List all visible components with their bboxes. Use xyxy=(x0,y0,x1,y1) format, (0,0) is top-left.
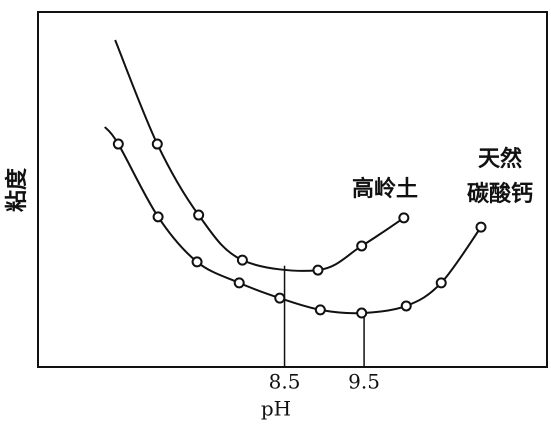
data-point xyxy=(356,240,368,252)
data-point xyxy=(193,209,205,221)
data-point xyxy=(152,211,164,223)
plot-frame xyxy=(37,11,548,368)
series-label: 高岭土 xyxy=(352,176,418,202)
data-point xyxy=(274,292,286,304)
data-point xyxy=(233,277,245,289)
data-point xyxy=(191,256,203,268)
data-point xyxy=(312,264,324,276)
data-point xyxy=(398,212,410,224)
data-point xyxy=(151,138,163,150)
series-label-line: 高岭土 xyxy=(352,176,418,202)
data-point xyxy=(356,307,368,319)
x-axis-label: pH xyxy=(261,397,291,421)
y-axis-label: 粘度 xyxy=(4,167,30,212)
series-label: 天然碳酸钙 xyxy=(467,146,533,207)
data-point xyxy=(314,304,326,316)
data-point xyxy=(112,138,124,150)
data-point xyxy=(236,254,248,266)
series-label-line: 天然 xyxy=(478,146,522,172)
x-tick-label: 8.5 xyxy=(269,370,301,394)
line-series xyxy=(114,39,405,272)
data-point xyxy=(435,277,447,289)
data-point xyxy=(475,221,487,233)
x-tick-label: 9.5 xyxy=(348,370,380,394)
series-label-line: 碳酸钙 xyxy=(467,182,533,207)
data-point xyxy=(400,300,412,312)
